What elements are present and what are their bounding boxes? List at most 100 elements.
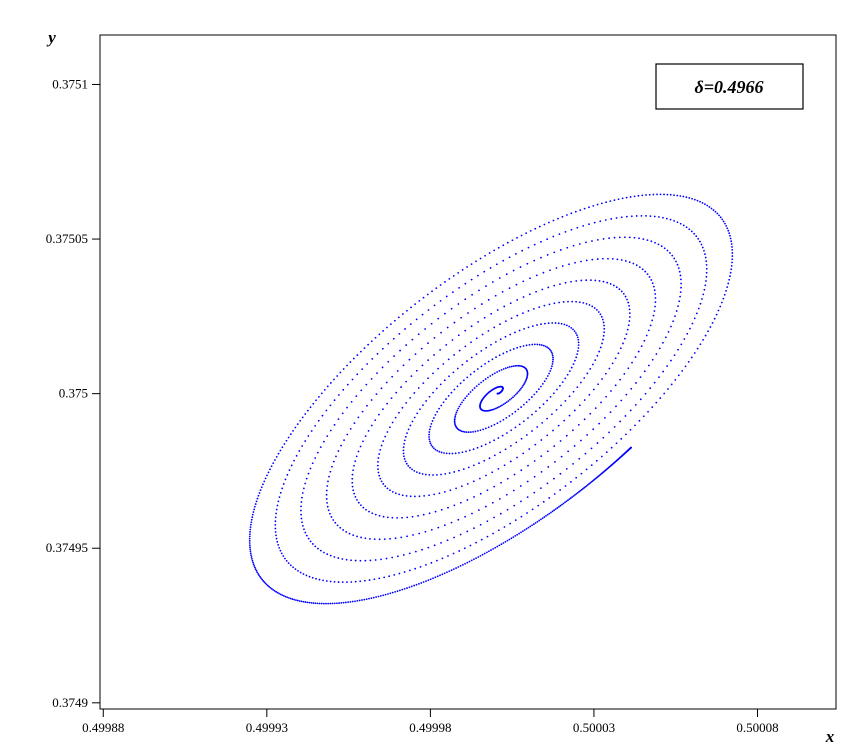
data-point [644,392,647,395]
data-point [276,504,279,507]
data-point [531,524,533,527]
data-point [304,482,307,485]
data-point [452,371,455,374]
data-point [499,420,502,423]
data-point [626,298,628,301]
data-point [462,468,465,471]
data-point [312,602,315,604]
data-point [460,430,463,433]
data-point [309,406,312,409]
data-point [572,363,575,365]
data-point [337,394,340,396]
data-point [704,334,707,337]
data-point [693,317,696,320]
data-point [618,288,621,291]
data-point [504,335,507,338]
data-point [274,516,277,519]
data-point [306,409,309,412]
data-point [646,273,649,276]
data-point [680,286,682,289]
data-point [453,504,456,507]
data-point [337,418,340,421]
data-point [354,580,357,583]
data-point [672,320,675,323]
data-point [727,282,730,285]
data-point [302,573,305,575]
data-point [550,511,552,514]
data-point [496,309,499,311]
data-point [457,518,460,521]
data-point [679,195,682,197]
data-point [432,417,435,419]
data-point [310,430,313,432]
data-point [370,597,373,600]
data-point [617,198,620,201]
data-point [264,477,267,480]
data-point [670,383,673,386]
data-point [480,538,483,541]
data-point [584,485,587,488]
data-point [286,473,289,476]
data-point [656,193,658,196]
data-point [592,428,595,431]
data-point [494,294,497,297]
data-point [484,427,487,430]
data-point [405,380,408,383]
data-point [545,377,548,380]
data-point [452,568,455,571]
data-point [404,328,406,330]
data-point [691,197,693,200]
data-point [568,370,571,373]
data-point [375,596,377,598]
data-point [705,260,708,263]
data-point [525,434,528,436]
data-point [705,267,708,270]
data-point [525,232,528,235]
data-point [486,489,489,492]
data-point [577,344,580,346]
data-point [593,307,596,309]
data-point [590,464,593,467]
data-point [520,500,522,503]
data-point [586,372,589,375]
data-point [411,468,413,471]
data-point [480,445,483,448]
data-point [451,452,454,455]
data-point [509,460,512,463]
data-point [434,510,437,513]
data-point [458,469,460,472]
data-point [589,279,592,282]
data-point [482,379,485,382]
data-point [496,406,499,409]
data-point [387,342,390,345]
data-point [596,354,599,357]
data-point [425,580,427,583]
data-point [700,243,703,246]
data-point [282,483,285,485]
data-point [493,485,496,488]
data-point [437,317,440,320]
data-point [488,252,491,254]
data-point [424,328,427,330]
data-point [356,499,358,501]
data-point [380,558,382,561]
data-point [389,323,392,326]
data-point [297,570,299,572]
data-point [459,382,462,385]
data-point [327,480,329,483]
data-point [546,513,549,516]
data-point [342,388,345,391]
data-point [254,503,257,505]
data-point [605,451,608,454]
data-point [475,353,478,356]
data-point [497,529,500,532]
data-point [731,246,733,248]
data-point [611,362,614,365]
data-point [548,497,551,499]
data-point [384,593,387,596]
data-point [577,423,580,426]
data-point [477,320,480,323]
data-point [598,280,601,282]
data-point [462,379,465,382]
data-point [412,534,414,536]
